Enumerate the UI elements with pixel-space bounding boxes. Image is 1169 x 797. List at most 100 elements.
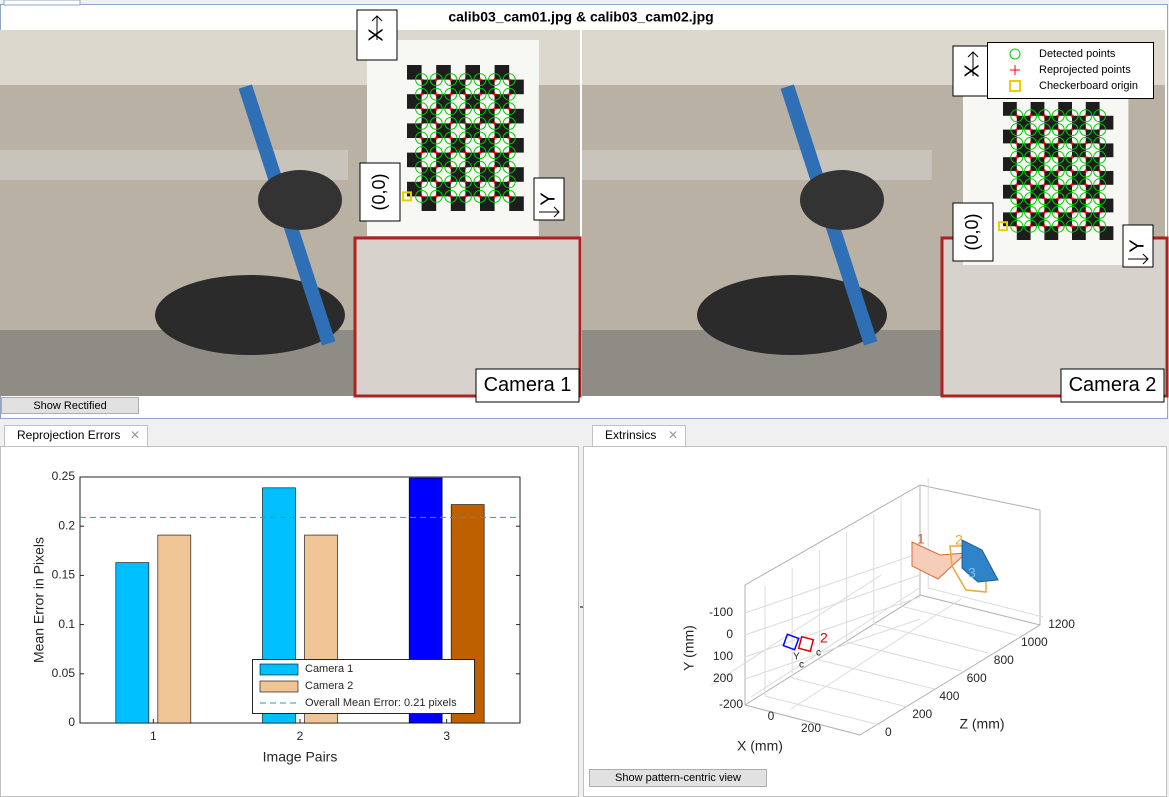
tab-close[interactable]: ✕ <box>668 428 678 442</box>
checker <box>509 79 524 95</box>
reprojected-point <box>1070 155 1074 160</box>
rectified-button-label[interactable]: Show Rectified <box>33 400 106 412</box>
checker <box>1016 143 1031 158</box>
checker <box>1030 129 1045 144</box>
checker <box>421 108 437 124</box>
checker <box>1044 198 1059 213</box>
checker <box>1016 198 1031 213</box>
tab[interactable] <box>592 425 686 447</box>
detected-point <box>473 87 487 101</box>
reprojected-point <box>419 121 424 126</box>
reprojected-point <box>507 106 512 111</box>
counter <box>582 150 932 180</box>
reprojected-point <box>1042 182 1047 187</box>
legend-label: Detected points <box>1039 48 1116 60</box>
detected-point <box>1051 178 1065 192</box>
detected-point <box>1037 123 1051 137</box>
pattern-view-button[interactable] <box>589 769 767 787</box>
detected-point <box>502 160 516 174</box>
tab-close[interactable]: ✕ <box>130 428 140 442</box>
reprojected-point <box>1083 224 1088 229</box>
reprojected-point <box>507 150 512 155</box>
reprojected-point <box>1028 210 1033 215</box>
tab-label[interactable]: Extrinsics <box>605 428 656 442</box>
reprojected-point <box>492 194 497 199</box>
detected-point <box>502 87 516 101</box>
reprojected-point <box>419 106 424 111</box>
reprojected-point <box>1056 127 1061 132</box>
y-tick-label: 0 <box>68 715 75 729</box>
reprojected-point <box>478 106 482 111</box>
y-tick-label: 0.15 <box>52 568 76 582</box>
pattern-view-button-label[interactable]: Show pattern-centric view <box>615 772 741 784</box>
detected-point <box>1024 178 1038 192</box>
detected-point <box>1024 150 1038 164</box>
reprojected-point <box>1097 210 1102 215</box>
reprojected-point <box>507 136 512 140</box>
axes-box <box>744 594 921 706</box>
checker <box>1016 226 1031 240</box>
detected-point <box>1065 205 1079 219</box>
reprojected-point <box>478 77 482 82</box>
reprojected-point <box>1014 141 1019 146</box>
reprojected-point <box>1042 141 1047 146</box>
checker <box>1072 143 1086 158</box>
tab[interactable] <box>4 425 148 447</box>
checker <box>450 79 466 95</box>
z-tick-label: 800 <box>994 653 1014 667</box>
reprojected-point <box>1014 155 1019 160</box>
reprojected-point <box>507 77 512 82</box>
axes-box <box>744 704 861 736</box>
robot-body <box>800 170 884 230</box>
reprojected-point <box>419 77 424 82</box>
y-tick-label: 0 <box>726 627 733 641</box>
detected-point <box>429 175 443 189</box>
detected-point <box>1093 192 1107 206</box>
label-box <box>1060 368 1165 403</box>
grid-line <box>846 641 962 672</box>
detected-point <box>1010 205 1024 219</box>
extrinsics-panel <box>583 446 1167 797</box>
checker <box>480 167 495 182</box>
z-tick-label: 600 <box>967 671 987 685</box>
detected-point <box>415 131 429 145</box>
detected-point <box>415 116 429 130</box>
robot-body <box>258 170 342 230</box>
detected-point <box>1093 109 1107 123</box>
reprojected-point <box>1070 169 1074 173</box>
grid-line <box>928 587 1044 618</box>
detected-point <box>444 131 458 145</box>
rectified-button[interactable] <box>1 397 139 414</box>
detected-point <box>1065 109 1079 123</box>
camera-2 <box>797 635 815 653</box>
reprojected-point <box>1056 169 1061 173</box>
x-tick-label: 2 <box>297 729 304 743</box>
tab-label[interactable]: Reprojection Errors <box>17 428 120 442</box>
detected-point <box>415 189 429 203</box>
checker <box>1003 212 1017 227</box>
reprojected-point <box>1083 196 1088 201</box>
reprojected-point <box>448 194 453 199</box>
reprojected-point <box>492 92 497 97</box>
legend-symbol <box>1009 48 1021 60</box>
checker <box>450 108 466 124</box>
axis-arrow <box>1128 253 1149 265</box>
reprojected-point <box>1056 155 1061 160</box>
reprojected-point <box>419 165 424 170</box>
reprojected-point <box>1028 141 1033 146</box>
detected-point <box>1051 136 1065 150</box>
reprojected-point <box>478 92 482 97</box>
detected-point <box>1079 178 1093 192</box>
z-tick-label: 0 <box>885 725 892 739</box>
reprojected-point <box>1028 224 1033 229</box>
detected-point <box>1079 150 1093 164</box>
detected-point <box>458 189 472 203</box>
reprojected-point <box>492 106 497 111</box>
detected-point <box>1010 109 1024 123</box>
detected-point <box>1010 192 1024 206</box>
reprojected-point <box>492 121 497 126</box>
y-tick-label: 200 <box>713 671 733 685</box>
reprojected-point <box>1070 224 1074 229</box>
